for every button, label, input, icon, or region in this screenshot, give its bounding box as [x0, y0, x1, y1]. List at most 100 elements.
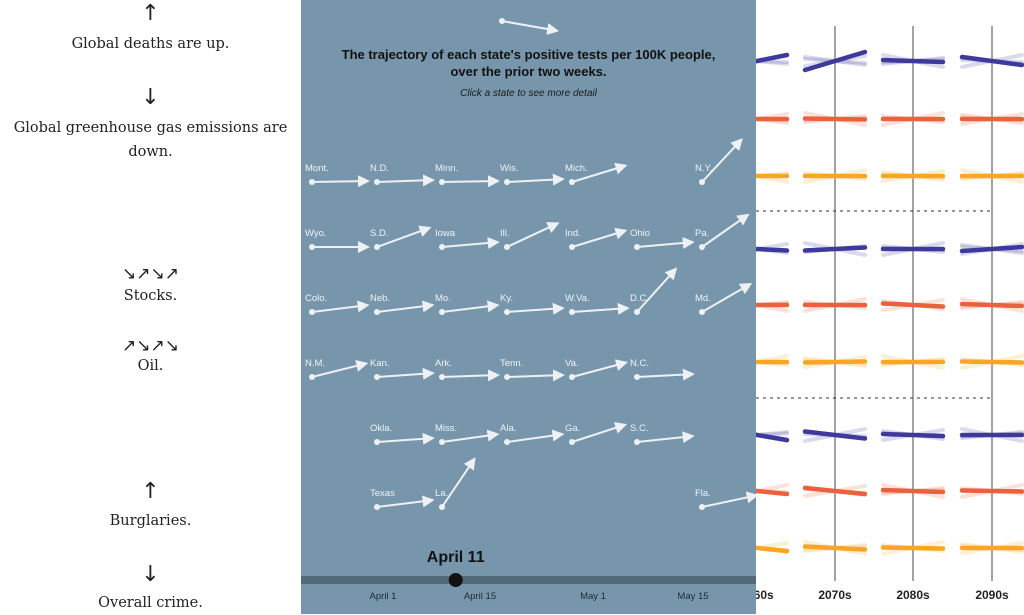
state-label[interactable]: Ga.: [565, 423, 581, 434]
state-arrow[interactable]: [569, 162, 628, 185]
decade-label: 2090s: [975, 588, 1009, 602]
state-label[interactable]: Wyo.: [305, 228, 327, 239]
slope-line-red: [756, 488, 790, 497]
state-arrow[interactable]: [699, 491, 756, 510]
trend-label: Stocks.: [123, 288, 178, 304]
state-label[interactable]: N.D.: [370, 163, 389, 174]
state-arrow[interactable]: [504, 429, 565, 445]
state-arrow[interactable]: [569, 302, 630, 315]
timeline-handle[interactable]: [448, 573, 463, 587]
state-label[interactable]: Okla.: [370, 423, 393, 434]
slope-line-blue: [802, 429, 868, 441]
state-arrow[interactable]: [504, 302, 565, 315]
state-label[interactable]: Mich.: [565, 163, 588, 174]
state-label[interactable]: Ky.: [500, 293, 514, 304]
state-arrow[interactable]: [569, 359, 629, 380]
timeline-tick-label: April 15: [463, 591, 497, 602]
state-arrow[interactable]: [634, 431, 695, 445]
timeline-tick-label: April 1: [369, 591, 397, 602]
state-arrow[interactable]: [374, 432, 435, 445]
slope-line-red: [802, 485, 868, 497]
state-label[interactable]: Md.: [695, 293, 711, 304]
timeline-track[interactable]: [301, 576, 756, 584]
state-arrow[interactable]: [634, 237, 695, 250]
trend-arrow-icon: ↑: [141, 479, 160, 504]
state-label[interactable]: Minn.: [435, 163, 459, 174]
state-label[interactable]: Ohio: [630, 228, 651, 239]
state-label[interactable]: Ark.: [435, 358, 452, 369]
state-arrow[interactable]: [309, 360, 369, 380]
state-arrow[interactable]: [699, 213, 750, 250]
slope-line-blue: [756, 246, 790, 253]
state-label[interactable]: W.Va.: [565, 293, 590, 304]
state-arrow[interactable]: [439, 369, 500, 382]
state-label[interactable]: Ala.: [500, 423, 517, 434]
slope-line-red: [959, 301, 1024, 309]
state-arrow[interactable]: [504, 222, 560, 250]
state-label[interactable]: Iowa: [435, 228, 456, 239]
panel-subtitle: Click a state to see more detail: [460, 88, 597, 99]
timeline-tick-label: May 1: [580, 591, 606, 602]
state-arrow[interactable]: [569, 422, 628, 445]
state-label[interactable]: N.M.: [305, 358, 326, 369]
state-arrow[interactable]: [569, 227, 628, 250]
state-label[interactable]: Ind.: [565, 228, 581, 239]
state-arrow[interactable]: [374, 300, 435, 315]
state-label[interactable]: Va.: [565, 358, 579, 369]
state-label[interactable]: Kan.: [370, 358, 390, 369]
state-arrow[interactable]: [439, 237, 500, 250]
state-arrow[interactable]: [309, 300, 370, 315]
left-panel: ↑ Global deaths are up. ↓ Global greenhouse…: [0, 0, 301, 614]
state-label[interactable]: Pa.: [695, 228, 710, 239]
state-label[interactable]: N.C.: [630, 358, 649, 369]
state-label[interactable]: Mo.: [435, 293, 451, 304]
panel-title: The trajectory of each state's positive …: [341, 47, 716, 79]
slope-line-blue: [959, 244, 1024, 254]
state-arrow[interactable]: [374, 495, 435, 510]
state-arrow[interactable]: [504, 173, 565, 186]
decade-label: 2080s: [896, 588, 930, 602]
state-label[interactable]: La.: [435, 488, 449, 499]
state-arrow[interactable]: [504, 369, 565, 382]
state-label[interactable]: Colo.: [305, 293, 328, 304]
slope-line-blue: [802, 49, 868, 73]
state-label[interactable]: Wis.: [500, 163, 519, 174]
slope-line-orange: [802, 544, 868, 552]
state-arrow[interactable]: [374, 367, 435, 380]
state-label[interactable]: N.Y.: [695, 163, 713, 174]
state-arrow[interactable]: [439, 457, 476, 510]
state-arrow[interactable]: [309, 241, 370, 253]
state-trajectory-panel: The trajectory of each state's positive …: [301, 0, 756, 614]
state-label[interactable]: Texas: [370, 488, 395, 499]
state-label[interactable]: Miss.: [435, 423, 458, 434]
state-label[interactable]: Tenn.: [500, 358, 524, 369]
state-arrow[interactable]: [309, 175, 370, 188]
current-date-label: April 11: [426, 549, 485, 566]
legend-arrow[interactable]: [499, 18, 560, 35]
state-arrow[interactable]: [439, 175, 500, 188]
slope-line-blue: [880, 431, 946, 439]
trend-label: Burglaries.: [109, 513, 192, 529]
state-arrows-canvas: [301, 18, 756, 587]
state-arrow[interactable]: [374, 174, 435, 187]
state-label[interactable]: Ill.: [500, 228, 510, 239]
slope-line-red: [959, 488, 1024, 494]
state-arrow[interactable]: [634, 368, 695, 381]
state-label[interactable]: Neb.: [370, 293, 391, 304]
decade-label: 2060s: [756, 588, 774, 602]
state-label[interactable]: D.C.: [630, 293, 649, 304]
trend-label: Oil.: [137, 358, 164, 374]
decade-label: 2070s: [818, 588, 852, 602]
trend-arrow-icon: ↗↘↗↘: [122, 336, 179, 356]
state-arrow[interactable]: [699, 138, 743, 185]
state-arrow[interactable]: [634, 267, 678, 315]
state-arrow[interactable]: [374, 225, 432, 250]
state-arrow[interactable]: [699, 283, 753, 315]
trend-label: Global deaths are up.: [71, 36, 230, 52]
state-label[interactable]: S.C.: [630, 423, 649, 434]
state-arrow[interactable]: [439, 429, 500, 445]
state-label[interactable]: Mont.: [305, 163, 329, 174]
state-arrow[interactable]: [439, 300, 500, 315]
state-label[interactable]: S.D.: [370, 228, 389, 239]
state-label[interactable]: Fla.: [695, 488, 711, 499]
